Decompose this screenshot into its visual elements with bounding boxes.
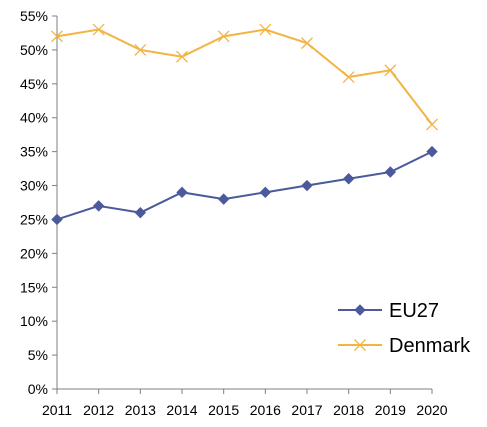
series-layer: [51, 23, 438, 226]
x-tick-label: 2016: [250, 402, 281, 418]
data-point-eu27: [92, 200, 105, 212]
data-point-denmark: [217, 30, 230, 43]
y-tick-label: 50%: [20, 42, 48, 58]
data-point-denmark-stroke: [342, 71, 355, 83]
y-tick-label: 35%: [20, 144, 48, 160]
data-point-denmark-stroke: [259, 23, 272, 36]
data-point-denmark-stroke: [301, 37, 313, 50]
y-tick-label: 10%: [20, 313, 48, 329]
data-point-denmark-stroke: [426, 118, 438, 131]
y-axis: 0% 5% 10% 15% 20% 25% 30% 35% 40% 45% 50% 55%: [20, 8, 58, 397]
legend: EU27 Denmark: [338, 300, 471, 357]
y-tick-label: 15%: [20, 279, 48, 295]
y-tick-label: 30%: [20, 178, 48, 194]
y-tick-label: 40%: [20, 110, 48, 126]
legend-marker-denmark-stroke: [354, 339, 366, 351]
y-tick-label: 20%: [20, 245, 48, 261]
data-point-eu27: [301, 179, 313, 192]
data-point-denmark-stroke: [384, 64, 397, 77]
x-tick-label: 2014: [166, 402, 197, 418]
x-tick-label: 2019: [375, 402, 406, 418]
y-tick-label: 45%: [20, 76, 48, 92]
x-tick-label: 2012: [83, 402, 114, 418]
legend-label-eu27: EU27: [389, 300, 439, 322]
data-point-denmark-stroke: [92, 23, 105, 36]
data-point-eu27: [176, 186, 188, 199]
x-tick-label: 2011: [42, 402, 72, 418]
data-point-denmark: [342, 71, 355, 83]
legend-marker-denmark: [354, 339, 366, 351]
x-tick-label: 2018: [333, 402, 364, 418]
data-point-denmark: [51, 30, 63, 43]
data-point-eu27: [342, 173, 355, 185]
data-point-denmark-stroke: [134, 43, 147, 56]
data-point-eu27: [384, 166, 397, 178]
data-point-eu27: [217, 193, 230, 205]
series-line-denmark: [56, 28, 433, 126]
data-point-eu27: [51, 213, 63, 226]
data-point-eu27: [259, 186, 272, 199]
data-point-denmark: [134, 43, 147, 56]
data-point-eu27: [426, 145, 438, 158]
data-point-denmark: [301, 37, 313, 50]
x-tick-label: 2020: [416, 402, 447, 418]
y-tick-label: 25%: [20, 211, 48, 227]
y-tick-label: 0%: [28, 381, 48, 397]
data-point-denmark: [259, 23, 272, 36]
data-point-denmark: [426, 118, 438, 131]
y-tick-label: 55%: [20, 8, 48, 24]
x-axis: 2011 2012 2013 2014 2015 2016 2017 2018 2019 2020: [42, 388, 448, 418]
data-point-denmark-stroke: [217, 30, 230, 43]
data-point-denmark: [176, 50, 188, 63]
legend-label-denmark: Denmark: [389, 335, 471, 357]
series-line-eu27: [56, 150, 433, 221]
data-point-denmark: [384, 64, 397, 77]
data-point-denmark-stroke: [176, 50, 188, 63]
data-point-denmark-stroke: [51, 30, 63, 43]
legend-marker-eu27: [354, 304, 366, 316]
x-tick-label: 2015: [208, 402, 239, 418]
data-point-eu27: [134, 206, 147, 219]
x-tick-label: 2013: [125, 402, 156, 418]
x-tick-label: 2017: [291, 402, 322, 418]
y-tick-label: 5%: [28, 347, 48, 363]
data-point-denmark: [92, 23, 105, 36]
